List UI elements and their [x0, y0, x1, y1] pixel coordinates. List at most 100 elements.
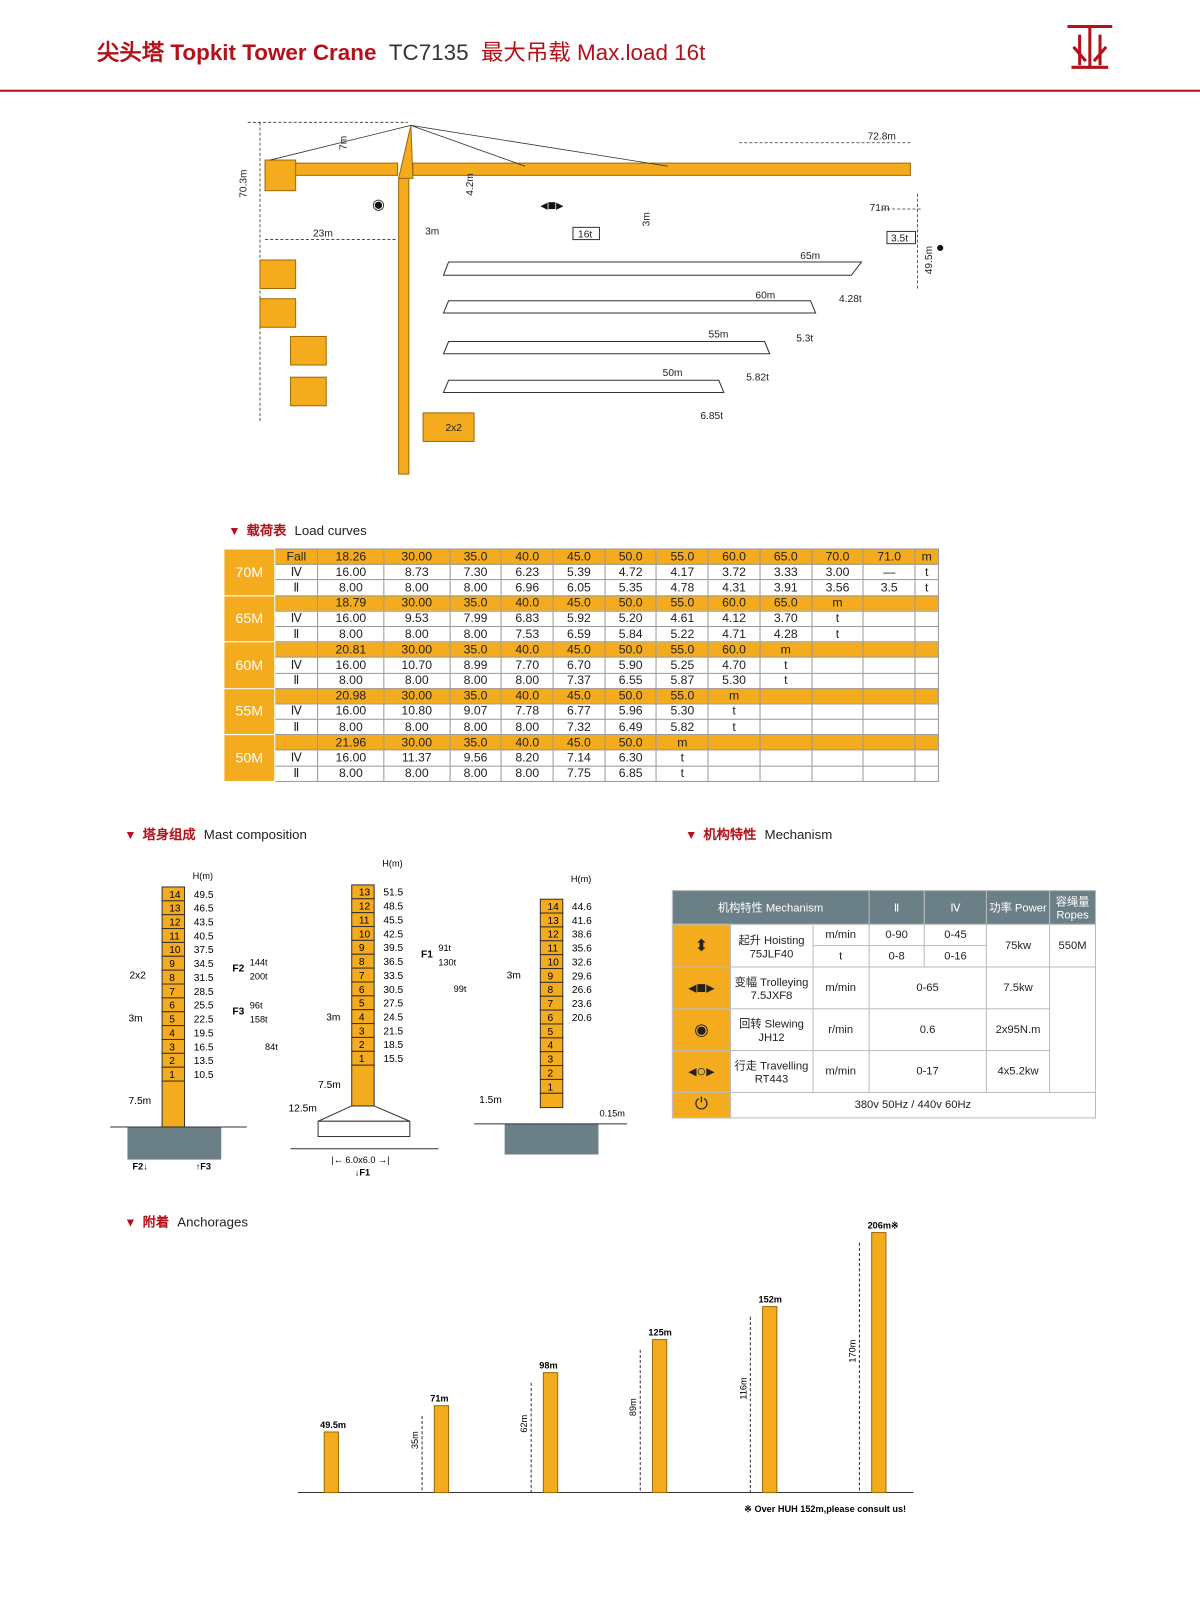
section-height: 27.5	[383, 999, 403, 1010]
step-label: 3m	[326, 1013, 340, 1024]
table-cell: 3.5	[862, 579, 916, 596]
h-label: H(m)	[382, 859, 402, 869]
mast-base	[161, 1080, 186, 1128]
table-cell: 8.73	[383, 563, 451, 581]
mechanism-heading: ▼ 机构特性 Mechanism	[685, 824, 832, 843]
table-cell: 4.71	[707, 625, 761, 643]
section-height: 19.5	[194, 1028, 214, 1039]
table-row: Ⅳ 16.00 9.53 7.99 6.83 5.92 5.20 4.61 4.12 3.70 t	[224, 610, 939, 627]
section-height: 38.6	[572, 930, 592, 941]
table-cell: 6.30	[604, 749, 658, 767]
slewing-icon: ◉	[372, 197, 384, 213]
table-cell	[914, 610, 939, 627]
table-cell	[811, 656, 864, 674]
table-cell: 55.0	[656, 548, 709, 566]
section-number: 12	[547, 930, 559, 941]
f1-sq: 130t	[438, 957, 456, 967]
column-height-label: 49.5m	[320, 1420, 346, 1430]
table-cell: 10.80	[383, 703, 451, 720]
table-cell: 7.37	[552, 672, 606, 689]
column-height-label: 125m	[648, 1328, 671, 1338]
section-number: 10	[169, 945, 181, 956]
table-cell	[811, 734, 864, 751]
jib-length: 60m	[755, 291, 775, 302]
f1-dot: 91t	[438, 943, 451, 953]
jib-length-cell: 55M	[223, 687, 276, 736]
table-cell	[914, 687, 939, 705]
section-height: 44.6	[572, 902, 592, 913]
travelling-icon: ◂○▸	[671, 1050, 731, 1093]
table-cell: 8.00	[317, 672, 385, 689]
table-cell: 60.0	[707, 548, 761, 566]
table-cell: 45.0	[552, 641, 606, 658]
table-cell	[862, 687, 916, 705]
table-cell: Ⅱ	[274, 672, 319, 689]
table-cell: Ⅱ	[274, 579, 319, 596]
section-height: 20.6	[572, 1013, 592, 1024]
table-cell: 10.70	[383, 656, 451, 674]
section-number: 4	[547, 1041, 553, 1052]
trolley-icon: ◂■▸	[540, 198, 563, 214]
table-cell: 40.0	[500, 734, 554, 751]
section-height: 25.5	[194, 1001, 214, 1012]
table-cell: 9.56	[449, 749, 502, 767]
column-height-label: 206m※	[868, 1220, 899, 1230]
anchorage-column	[433, 1405, 450, 1494]
value: 0-17	[868, 1050, 987, 1093]
section-number: 6	[169, 1001, 175, 1012]
section-number: 11	[169, 931, 180, 942]
unit: r/min	[812, 1008, 870, 1052]
section-number: 8	[359, 957, 365, 968]
table-cell: 40.0	[500, 687, 554, 705]
anchor-dimension-label: 35m	[410, 1431, 420, 1449]
table-cell: 3.33	[759, 563, 813, 581]
table-cell: Ⅳ	[274, 656, 319, 674]
table-cell: 7.99	[449, 610, 502, 627]
table-cell: 4.31	[707, 579, 761, 596]
maxload-en: Max.load 16t	[576, 39, 706, 66]
section-number: 13	[169, 904, 181, 915]
chassis-label: 12.5m	[289, 1103, 317, 1114]
table-cell	[914, 641, 939, 658]
f2-sq: 200t	[250, 972, 268, 982]
table-cell: 16.00	[317, 656, 385, 674]
table-cell: 5.39	[552, 563, 606, 581]
table-cell: 8.00	[383, 672, 451, 689]
table-row: Ⅱ 8.00 8.00 8.00 8.00 7.37 6.55 5.87 5.30 t	[224, 672, 939, 689]
table-cell	[862, 625, 916, 643]
section-number: 11	[359, 915, 370, 926]
gap-label: 0.15m	[599, 1108, 625, 1118]
travelling-model: RT443	[754, 1073, 789, 1086]
title-en: Topkit Tower Crane	[170, 39, 377, 66]
table-row: 70M Fall 18.26 30.00 35.0 40.0 45.0 50.0 55.0 60.…	[223, 548, 939, 596]
table-cell: 16.00	[317, 749, 385, 767]
hoisting-model: 75JLF40	[749, 947, 794, 960]
heading-cn: 附着	[142, 1214, 170, 1230]
section-height: 32.6	[572, 957, 592, 968]
power: 4x5.2kw	[985, 1050, 1051, 1093]
table-cell: 30.00	[383, 687, 451, 705]
section-height: 33.5	[383, 971, 403, 982]
table-cell: 5.35	[604, 579, 658, 596]
table-cell	[707, 765, 761, 782]
section-number: 5	[359, 999, 365, 1010]
force-label: F2↓	[133, 1161, 148, 1171]
section-number: 6	[547, 1013, 553, 1024]
table-cell: m	[759, 641, 813, 658]
jib-load: 5.3t	[796, 334, 813, 345]
header-mechanism: 机构特性 Mechanism	[671, 890, 870, 925]
value: 0-45	[924, 923, 987, 947]
section-number: 2	[359, 1040, 365, 1051]
unit: m/min	[812, 966, 870, 1010]
base-label: 7.5m	[128, 1096, 151, 1107]
table-cell: 6.77	[552, 703, 606, 720]
section-number: 3	[547, 1055, 553, 1066]
table-cell: 5.92	[552, 610, 606, 627]
travelling-name: 行走 Travelling	[734, 1060, 809, 1073]
heading-cn: 载荷表	[246, 523, 287, 539]
table-cell: 45.0	[552, 548, 606, 566]
section-height: 13.5	[194, 1056, 214, 1067]
slewing-name: 回转 Slewing	[739, 1018, 804, 1031]
section-number: 3	[359, 1026, 365, 1037]
anchorages-diagram: 49.5m 71m 35m 98m 62m 125m 89m 152m 116m 206m※ 170…	[297, 1220, 914, 1514]
